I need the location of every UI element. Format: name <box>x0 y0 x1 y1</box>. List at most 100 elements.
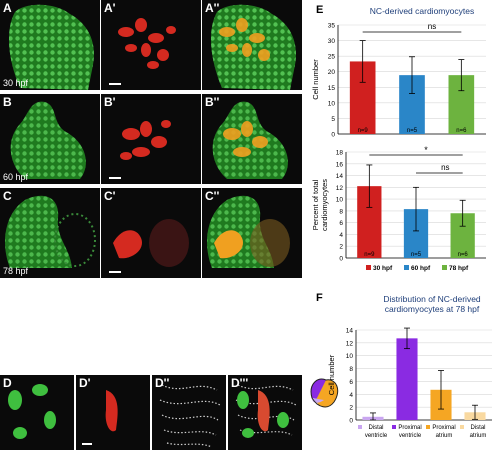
y-tick-label: 15 <box>328 85 336 92</box>
panel-label: B'' <box>205 95 220 109</box>
grey-sarcomere-image <box>159 384 221 448</box>
legend-swatch <box>442 265 447 270</box>
chart-distribution: 0 2 4 6 8 10 12 14 Cell number Distal ventricle Pro… <box>327 328 492 439</box>
category-label: ventricle <box>365 433 388 439</box>
merged-image <box>210 4 296 90</box>
y-tick-label: 2 <box>349 405 353 412</box>
panel-label: A' <box>104 1 116 15</box>
panel-label: D <box>3 376 12 390</box>
n-label: n=6 <box>458 252 469 258</box>
significance-label: * <box>424 145 428 155</box>
y-tick-label: 14 <box>336 173 344 180</box>
y-tick-label: 10 <box>346 353 354 360</box>
chart-cell-number: 0 5 10 15 20 25 30 35 Cell number n=9 n=5 n=6 ns <box>311 22 486 139</box>
panel-B-double-prime: B'' <box>202 94 302 184</box>
y-axis-label: cardiomyocytes <box>320 179 329 231</box>
y-axis-label: Cell number <box>311 59 320 100</box>
category-swatch <box>426 425 430 429</box>
panel-label: B' <box>104 95 116 109</box>
panel-label: D''' <box>231 376 249 390</box>
y-tick-label: 5 <box>331 116 335 123</box>
panel-D-triple-prime: D''' <box>228 375 302 450</box>
y-tick-label: 25 <box>328 54 336 61</box>
y-tick-label: 0 <box>349 418 353 425</box>
green-cells-image <box>8 384 56 439</box>
green-heart-image <box>8 4 94 90</box>
y-tick-label: 0 <box>331 132 335 139</box>
panel-C: C 78 hpf <box>0 188 100 278</box>
merged-image <box>235 384 297 438</box>
chart-title-line: Distribution of NC-derived <box>383 294 481 304</box>
y-tick-label: 35 <box>328 23 336 30</box>
panel-C-double-prime: C'' <box>202 188 302 278</box>
scale-bar <box>109 177 121 179</box>
legend: 30 hpf 60 hpf 78 hpf <box>366 265 469 272</box>
merged-image <box>207 195 290 268</box>
time-label: 78 hpf <box>3 266 29 276</box>
y-tick-label: 10 <box>328 100 336 107</box>
category-label: atrium <box>436 433 453 439</box>
category-label: Distal <box>368 425 383 431</box>
red-cell-image <box>105 390 118 432</box>
y-tick-label: 0 <box>339 256 343 263</box>
panel-D-prime: D' <box>76 375 150 450</box>
n-label: n=5 <box>407 128 418 134</box>
scale-bar <box>109 83 121 85</box>
panel-A-prime: A' <box>101 0 201 90</box>
chart-percent: 0 2 4 6 8 10 12 14 16 18 Percent of total cardiomyo… <box>311 145 486 263</box>
category-swatch <box>358 425 362 429</box>
n-label: n=9 <box>358 128 369 134</box>
red-cells-image <box>118 18 176 69</box>
chart-title-line: cardiomyocytes at 78 hpf <box>385 304 480 314</box>
merged-image <box>212 101 288 179</box>
scale-bar <box>109 271 121 273</box>
legend-label: 30 hpf <box>373 265 393 272</box>
scale-bar <box>82 443 92 445</box>
time-label: 30 hpf <box>3 78 29 88</box>
panel-D: D <box>0 375 74 450</box>
panel-label: C' <box>104 189 116 203</box>
y-tick-label: 20 <box>328 69 336 76</box>
panel-label: B <box>3 95 12 109</box>
y-tick-label: 2 <box>339 244 343 251</box>
y-tick-label: 4 <box>339 232 343 239</box>
panel-label-F: F <box>316 292 323 304</box>
panel-label-E: E <box>316 4 323 16</box>
panel-label: C <box>3 189 12 203</box>
panel-B-prime: B' <box>101 94 201 184</box>
category-label: ventricle <box>399 433 422 439</box>
y-tick-label: 4 <box>349 392 353 399</box>
category-label: Distal <box>470 425 485 431</box>
panel-B: B 60 hpf <box>0 94 100 184</box>
red-cells-image <box>113 219 189 267</box>
y-tick-label: 12 <box>346 340 354 347</box>
legend-label: 60 hpf <box>411 265 431 272</box>
category-label: Proximal <box>398 425 421 431</box>
green-heart-image <box>5 195 96 268</box>
panel-C-prime: C' <box>101 188 201 278</box>
panel-label: D' <box>79 376 91 390</box>
red-cells-image <box>120 120 171 160</box>
time-label: 60 hpf <box>3 172 29 182</box>
chart-title: NC-derived cardiomyocytes <box>370 6 474 16</box>
green-heart-image <box>10 101 86 179</box>
panel-label: D'' <box>155 376 170 390</box>
category-swatch <box>392 425 396 429</box>
panel-label: A <box>3 1 12 15</box>
y-tick-label: 8 <box>349 366 353 373</box>
y-tick-label: 14 <box>346 328 354 335</box>
bar <box>396 338 418 420</box>
panel-label: C'' <box>205 189 220 203</box>
panel-D-double-prime: D'' <box>152 375 226 450</box>
legend-label: 78 hpf <box>449 265 469 272</box>
chart-title: Distribution of NC-derived cardiomyocytes… <box>383 294 481 314</box>
charts-panel: E NC-derived cardiomyocytes 051015202530… <box>310 4 492 439</box>
y-tick-label: 8 <box>339 208 343 215</box>
y-axis-label: Percent of total <box>311 179 320 230</box>
y-tick-label: 6 <box>339 220 343 227</box>
legend-swatch <box>366 265 371 270</box>
significance-label: ns <box>428 22 436 31</box>
y-tick-label: 10 <box>336 197 344 204</box>
y-tick-label: 18 <box>336 150 344 157</box>
category-label: Proximal <box>432 425 455 431</box>
